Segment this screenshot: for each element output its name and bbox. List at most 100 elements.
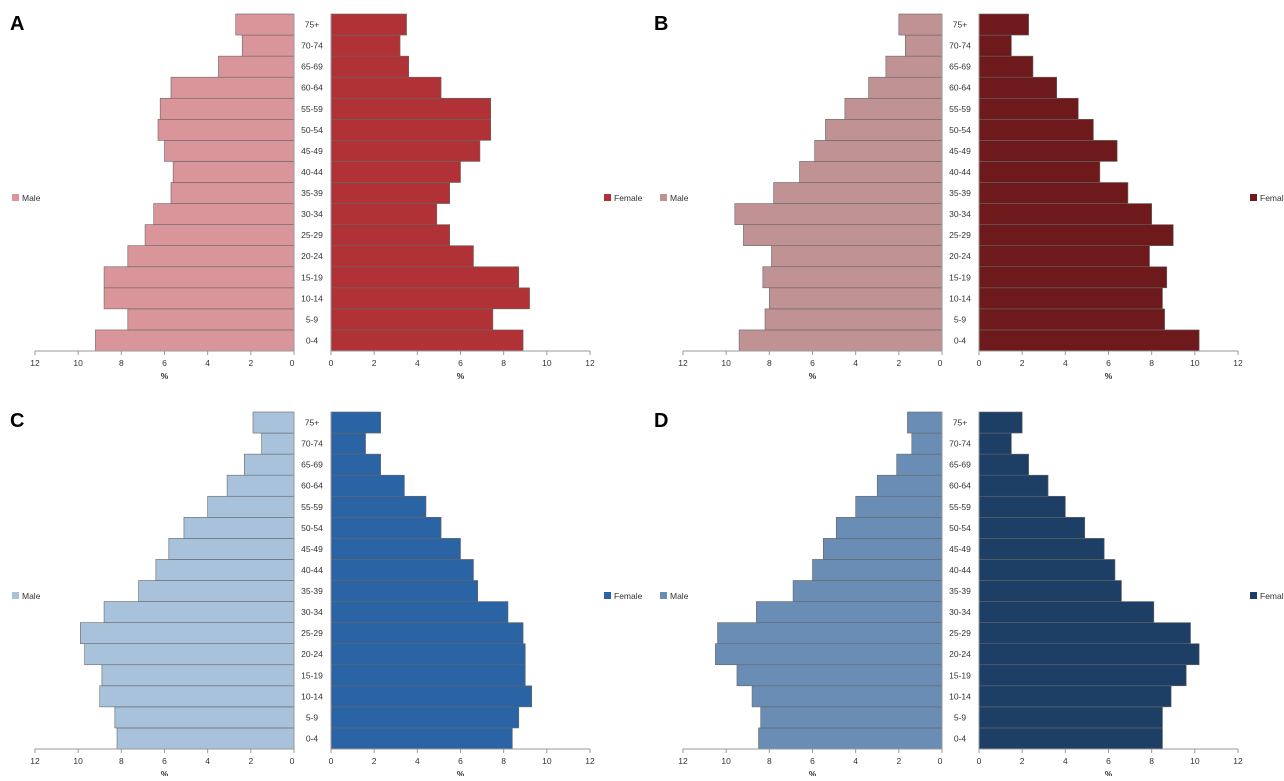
age-group-label: 60-64: [949, 83, 971, 93]
x-tick-label: 2: [896, 756, 901, 766]
female-bar: [330, 55, 409, 78]
x-tick-label: 6: [810, 358, 815, 368]
male-bar: [715, 643, 943, 666]
female-bar: [978, 76, 1057, 99]
age-group-label: 5-9: [954, 314, 967, 324]
female-bar: [330, 580, 479, 602]
x-tick-label: 10: [1190, 756, 1200, 766]
female-bar: [330, 432, 366, 455]
male-bar: [183, 517, 295, 539]
female-bar: [978, 411, 1023, 434]
age-group-label: 45-49: [949, 544, 971, 554]
age-group-label: 55-59: [949, 502, 971, 512]
chart-panel-d: 0-4 5-9 10-14 15-19 20-24 25-29 30-34 35-39 40-4…: [678, 411, 1243, 779]
x-tick-label: 8: [767, 756, 772, 766]
female-bar: [978, 453, 1029, 476]
age-group-label: 75+: [953, 20, 967, 30]
x-tick-label: 8: [767, 358, 772, 368]
female-bar: [330, 622, 524, 644]
age-group-label: 40-44: [949, 167, 971, 177]
male-bar: [844, 97, 943, 120]
age-group-label: 45-49: [949, 146, 971, 156]
age-group-label: 10-14: [949, 293, 971, 303]
legend-label-male: Male: [670, 193, 689, 203]
female-x-axis-title: %: [1105, 371, 1113, 381]
legend-swatch-male: [12, 592, 19, 599]
male-x-axis-title: %: [809, 371, 817, 381]
legend-label-male: Male: [670, 591, 689, 601]
x-tick-label: 12: [1233, 756, 1243, 766]
legend-label-female: Female: [1260, 193, 1284, 203]
x-tick-label: 4: [415, 358, 420, 368]
male-bar: [771, 245, 943, 268]
age-group-label: 25-29: [301, 628, 323, 638]
male-bar: [164, 140, 295, 162]
x-tick-label: 12: [30, 756, 40, 766]
male-bar: [717, 622, 943, 644]
male-bar: [896, 453, 943, 476]
female-x-axis-title: %: [457, 769, 465, 776]
female-bar: [330, 97, 492, 120]
age-group-label: 35-39: [301, 188, 323, 198]
male-bar: [835, 517, 943, 539]
male-bar: [762, 266, 943, 289]
female-bar: [978, 517, 1086, 539]
age-group-label: 45-49: [301, 146, 323, 156]
male-x-axis-title: %: [809, 769, 817, 776]
male-bar: [127, 308, 295, 331]
x-tick-label: 2: [1020, 756, 1025, 766]
female-bar: [978, 287, 1163, 310]
male-bar: [153, 203, 295, 225]
legend-swatch-male: [660, 194, 667, 201]
age-group-label: 0-4: [306, 335, 319, 345]
female-bar: [330, 76, 442, 99]
legend-swatch-female: [604, 194, 611, 201]
x-tick-label: 4: [853, 358, 858, 368]
male-bar: [907, 411, 943, 434]
x-tick-label: 6: [458, 358, 463, 368]
male-bar: [127, 245, 295, 268]
male-bar: [144, 224, 295, 246]
age-group-label: 0-4: [954, 733, 967, 743]
male-bar: [773, 182, 943, 204]
male-bar: [116, 727, 295, 750]
female-bar: [330, 685, 533, 708]
female-bar: [330, 161, 461, 183]
age-group-label: 65-69: [949, 460, 971, 470]
x-tick-label: 4: [205, 358, 210, 368]
female-bar: [330, 224, 451, 246]
x-tick-label: 4: [415, 756, 420, 766]
female-bar: [330, 411, 381, 434]
age-group-label: 20-24: [949, 649, 971, 659]
male-bar: [758, 727, 943, 750]
female-bar: [330, 245, 474, 268]
female-bar: [978, 13, 1029, 36]
x-tick-label: 8: [1149, 756, 1154, 766]
female-bar: [978, 622, 1191, 644]
female-bar: [978, 474, 1049, 497]
legend-label-male: Male: [22, 591, 41, 601]
male-bar: [868, 76, 943, 99]
x-tick-label: 0: [977, 756, 982, 766]
age-group-label: 50-54: [301, 125, 323, 135]
panel-label: B: [654, 13, 668, 35]
female-bar: [330, 495, 427, 518]
female-bar: [330, 140, 481, 162]
male-bar: [261, 432, 295, 455]
age-group-label: 60-64: [301, 83, 323, 93]
male-bar: [103, 287, 295, 310]
x-tick-label: 10: [542, 756, 552, 766]
female-bar: [978, 119, 1094, 141]
x-tick-label: 2: [248, 358, 253, 368]
male-bar: [905, 34, 943, 57]
female-bar: [330, 329, 524, 352]
age-group-label: 5-9: [954, 712, 967, 722]
age-group-label: 50-54: [949, 125, 971, 135]
chart-panel-c: 0-4 5-9 10-14 15-19 20-24 25-29 30-34 35-39 40-4…: [30, 411, 595, 779]
legend-label-female: Female: [1260, 591, 1284, 601]
x-tick-label: 0: [329, 756, 334, 766]
male-bar: [252, 411, 295, 434]
male-bar: [103, 266, 295, 289]
male-bar: [241, 34, 295, 57]
